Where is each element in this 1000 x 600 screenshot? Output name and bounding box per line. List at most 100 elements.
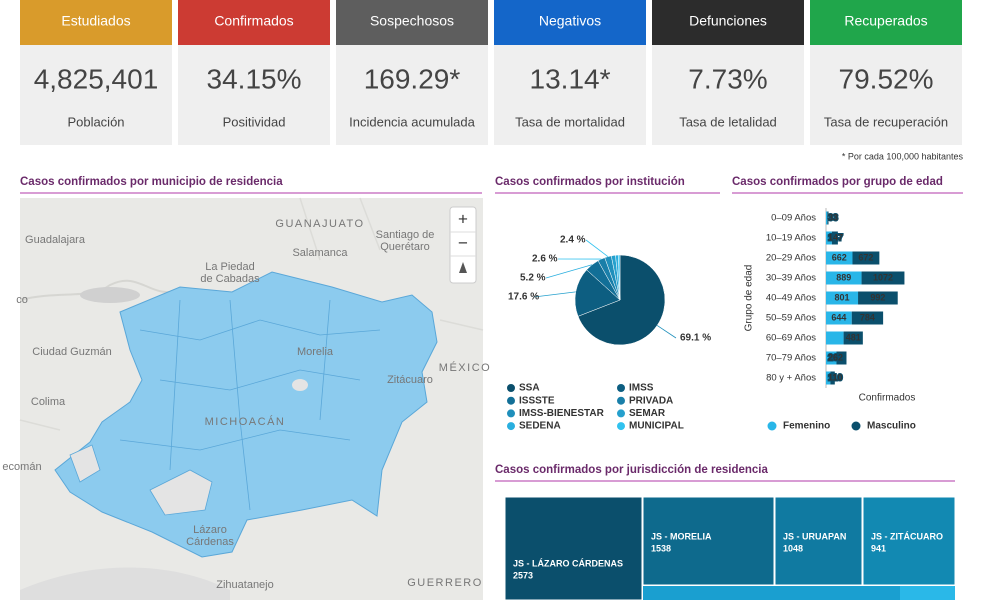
bar-segment [826,311,852,325]
card-header-text: Estudiados [61,13,130,29]
card-header [336,0,488,45]
leader-line [585,239,609,257]
section-title: Casos confirmados por institución [495,176,685,188]
pie-label: 2.6 % [532,254,558,265]
legend-label: SSA [519,383,540,394]
map-label: Ciudad Guzmán [32,346,112,358]
bar-segment [826,271,862,285]
y-tick-label: 10–19 Años [766,233,816,244]
pie-label: 2.4 % [560,235,586,246]
y-tick-label: 0–09 Años [771,213,816,224]
legend-marker [851,421,861,431]
footnote: * Por cada 100,000 habitantes [842,151,964,161]
treemap-fill [900,586,955,600]
map-label: MICHOACÁN [205,415,286,428]
card-value: 34.15% [207,63,302,94]
y-tick-label: 80 y + Años [766,373,816,384]
map-label: Santiago de [376,229,435,241]
card-label: Población [67,114,124,129]
treemap-tile [504,496,643,600]
card-value: 13.14* [530,63,611,94]
pie-label: 17.6 % [508,292,539,303]
y-tick-label: 20–29 Años [766,253,816,264]
bar-segment [852,251,880,265]
card-value: 7.73% [688,63,767,94]
legend-marker [617,396,625,405]
legend-label: MUNICIPAL [629,421,684,432]
treemap-name: JS - URUAPAN [783,531,846,541]
bar-segment [858,291,898,305]
card-header-text: Recuperados [844,13,927,29]
map-label: Morelia [297,346,334,358]
map-label: La Piedad [205,261,255,273]
card-label: Tasa de letalidad [679,114,777,129]
treemap-value: 941 [871,543,886,553]
section-title: Casos confirmados por municipio de resid… [20,176,283,188]
bar-label: 801 [835,292,850,302]
card-label: Positividad [223,114,286,129]
pie-label: 69.1 % [680,333,711,344]
card-header-text: Sospechosos [370,13,454,29]
legend-marker [767,421,777,431]
map-label: Zitácuaro [387,374,433,386]
legend-label: SEDENA [519,421,561,432]
card-label: Tasa de mortalidad [515,114,625,129]
legend-marker [507,422,515,431]
map-label: Salamanca [292,247,348,259]
card-header [652,0,804,45]
bar-segment [861,271,905,285]
map-label: Querétaro [380,241,430,253]
map-base [19,197,484,600]
bar-label: 1072 [873,272,893,282]
bar-label: 644 [831,312,846,322]
map-label: Colima [31,396,66,408]
treemap-name: JS - MORELIA [651,531,712,541]
bar-segment [843,331,863,345]
bar-label: 992 [870,292,885,302]
treemap-fill [643,586,955,600]
card-header [810,0,962,45]
pie-slice [577,254,666,346]
y-axis-label: Grupo de edad [744,265,755,332]
map-zoom-button[interactable]: − [458,233,468,252]
legend-label: PRIVADA [629,395,673,406]
y-tick-label: 70–79 Años [766,353,816,364]
card-header [20,0,172,45]
legend-marker [617,422,625,431]
section-title: Casos confirmados por grupo de edad [732,176,943,188]
card-value: 4,825,401 [34,63,159,94]
bar-segment [826,211,828,225]
bar-label: 110 [828,372,843,382]
map-label: MÉXICO [439,361,491,374]
map-label: co [16,294,28,306]
map-label: GUANAJUATO [275,218,364,230]
bar-segment [830,371,835,385]
y-tick-label: 40–49 Años [766,293,816,304]
bar-label: 784 [860,312,875,322]
legend-label: Femenino [783,421,830,432]
bar-segment [831,231,838,245]
bar-segment [826,331,844,345]
legend-marker [617,409,625,418]
treemap-tile [774,496,863,586]
bar-label: 262 [828,352,843,362]
map-label: Zihuatanejo [216,579,274,591]
card-header-text: Confirmados [214,13,293,29]
pie-label: 5.2 % [520,273,546,284]
card-value: 79.52% [839,63,934,94]
map-zoom-button[interactable]: + [458,209,468,228]
card-value: 169.29* [364,63,461,94]
card-header-text: Defunciones [689,13,767,29]
legend-marker [507,384,515,392]
treemap-value: 1048 [783,543,803,553]
map-label: Guadalajara [25,234,86,246]
treemap-value: 2573 [513,570,533,580]
leader-line [545,264,593,279]
bar-segment [851,311,884,325]
bar-label: 662 [832,252,847,262]
bar-segment [826,291,859,305]
legend-label: ISSSTE [519,395,555,406]
map-label: de Cabadas [200,273,260,285]
bar-label: 33 [828,212,838,222]
